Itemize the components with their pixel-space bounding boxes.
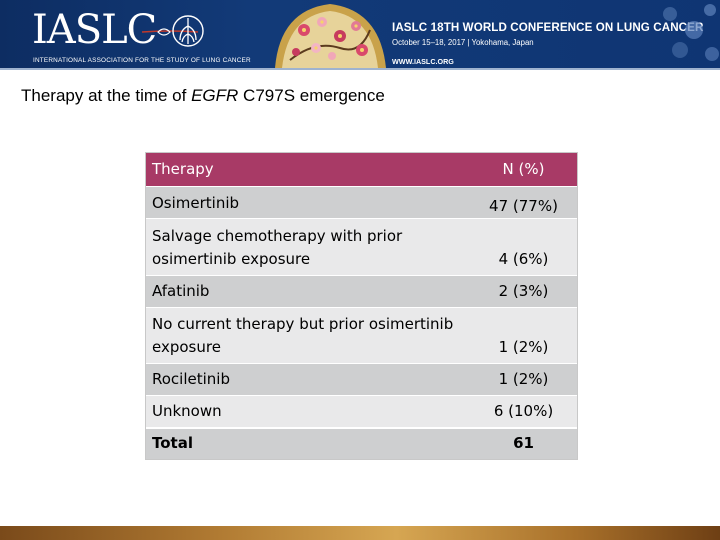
therapy-table: Therapy N (%) Osimertinib 47 (77%) Salva…	[145, 152, 578, 460]
row-therapy: No current therapy but prior osimertinib	[152, 315, 454, 333]
conference-url: WWW.IASLC.ORG	[392, 57, 454, 66]
row-therapy: Rociletinib	[152, 370, 230, 388]
slide-title: Therapy at the time of EGFR C797S emerge…	[21, 86, 385, 106]
title-text: Therapy at the time of	[21, 86, 192, 105]
header-therapy: Therapy	[152, 160, 214, 178]
table-header-row: Therapy N (%)	[146, 153, 577, 186]
row-n: 47 (77%)	[489, 197, 558, 215]
association-name: INTERNATIONAL ASSOCIATION FOR THE STUDY …	[33, 57, 251, 64]
row-n: 6 (10%)	[493, 402, 554, 420]
row-n: 4 (6%)	[498, 250, 549, 268]
conference-banner: IASLC INTERNATIONAL ASSOCIATION FOR THE …	[0, 0, 720, 68]
row-therapy: Osimertinib	[152, 194, 240, 212]
table-row: Unknown 6 (10%)	[146, 395, 577, 427]
table-row: No current therapy but prior osimertinib…	[146, 307, 577, 363]
row-n: 1 (2%)	[498, 338, 549, 356]
row-n: 2 (3%)	[498, 282, 549, 300]
table-total-row: Total 61	[146, 427, 577, 459]
lungs-logo-icon	[141, 15, 204, 47]
row-therapy-cont: exposure	[152, 338, 221, 356]
title-suffix: C797S emergence	[238, 86, 385, 105]
conference-title: IASLC 18TH WORLD CONFERENCE ON LUNG CANC…	[392, 21, 704, 34]
row-therapy-cont: osimertinib exposure	[152, 250, 311, 268]
iaslc-logo: IASLC	[32, 7, 157, 53]
table-row: Afatinib 2 (3%)	[146, 275, 577, 307]
row-therapy: Afatinib	[152, 282, 210, 300]
table-row: Osimertinib 47 (77%)	[146, 186, 577, 218]
banner-divider	[0, 68, 720, 70]
cherry-blossom-icon	[275, 4, 386, 68]
row-therapy: Salvage chemotherapy with prior	[152, 227, 403, 245]
total-n: 61	[513, 434, 534, 452]
row-n: 1 (2%)	[498, 370, 549, 388]
conference-date: October 15–18, 2017 | Yokohama, Japan	[392, 38, 534, 47]
title-gene: EGFR	[191, 86, 239, 105]
table-row: Rociletinib 1 (2%)	[146, 363, 577, 395]
total-label: Total	[152, 434, 193, 452]
flower-decoration-icon	[663, 4, 719, 61]
row-therapy: Unknown	[152, 402, 222, 420]
header-n: N (%)	[502, 160, 545, 178]
table-row: Salvage chemotherapy with prior osimerti…	[146, 218, 577, 275]
footer-bar	[0, 526, 720, 540]
